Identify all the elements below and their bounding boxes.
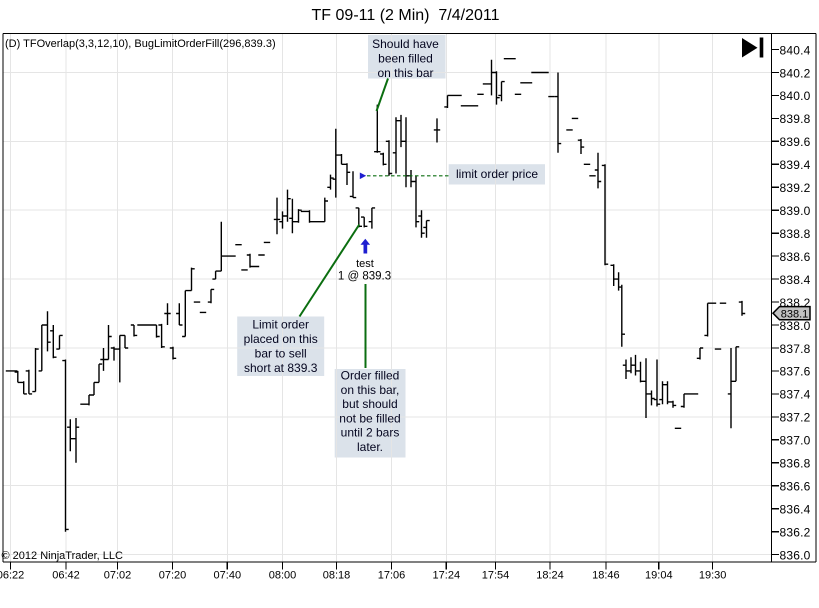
svg-text:837.8: 837.8 — [780, 342, 811, 356]
svg-text:18:24: 18:24 — [536, 570, 564, 582]
svg-text:838.6: 838.6 — [780, 250, 811, 264]
svg-text:837.0: 837.0 — [780, 434, 811, 448]
svg-text:06:22: 06:22 — [0, 570, 24, 582]
svg-text:838.1: 838.1 — [781, 308, 809, 320]
svg-text:(D) TFOverlap(3,3,12,10), BugL: (D) TFOverlap(3,3,12,10), BugLimitOrderF… — [5, 38, 276, 50]
svg-text:836.6: 836.6 — [780, 480, 811, 494]
svg-text:short at 839.3: short at 839.3 — [244, 361, 318, 375]
svg-text:on this bar,: on this bar, — [341, 383, 400, 397]
svg-text:837.6: 837.6 — [780, 365, 811, 379]
svg-text:limit order price: limit order price — [456, 167, 538, 181]
svg-text:06:42: 06:42 — [52, 570, 80, 582]
svg-text:838.8: 838.8 — [780, 227, 811, 241]
svg-text:836.8: 836.8 — [780, 457, 811, 471]
svg-text:Should have: Should have — [372, 37, 439, 51]
svg-text:1 @ 839.3: 1 @ 839.3 — [338, 270, 391, 282]
svg-text:08:18: 08:18 — [323, 570, 351, 582]
svg-text:07:20: 07:20 — [159, 570, 187, 582]
svg-text:18:46: 18:46 — [592, 570, 620, 582]
svg-text:838.0: 838.0 — [780, 319, 811, 333]
svg-text:840.2: 840.2 — [780, 66, 811, 80]
svg-text:837.4: 837.4 — [780, 388, 811, 402]
svg-text:839.6: 839.6 — [780, 135, 811, 149]
svg-text:19:30: 19:30 — [699, 570, 727, 582]
svg-text:07:02: 07:02 — [104, 570, 132, 582]
svg-text:19:04: 19:04 — [645, 570, 673, 582]
svg-text:on this bar: on this bar — [377, 66, 433, 80]
svg-text:838.4: 838.4 — [780, 273, 811, 287]
svg-text:837.2: 837.2 — [780, 411, 811, 425]
svg-text:839.4: 839.4 — [780, 158, 811, 172]
svg-text:17:06: 17:06 — [378, 570, 406, 582]
svg-text:© 2012 NinjaTrader, LLC: © 2012 NinjaTrader, LLC — [2, 550, 123, 562]
svg-text:836.0: 836.0 — [780, 548, 811, 562]
svg-text:839.8: 839.8 — [780, 112, 811, 126]
svg-text:test: test — [356, 258, 374, 270]
svg-text:bar to sell: bar to sell — [255, 347, 307, 361]
svg-text:Order filled: Order filled — [341, 369, 400, 383]
svg-text:840.4: 840.4 — [780, 43, 811, 57]
svg-text:840.0: 840.0 — [780, 89, 811, 103]
svg-text:08:00: 08:00 — [269, 570, 297, 582]
svg-text:later.: later. — [357, 440, 383, 454]
svg-text:836.4: 836.4 — [780, 503, 811, 517]
svg-text:17:24: 17:24 — [433, 570, 461, 582]
svg-text:but should: but should — [342, 397, 397, 411]
svg-text:until 2 bars: until 2 bars — [341, 426, 400, 440]
svg-text:17:54: 17:54 — [482, 570, 510, 582]
svg-text:839.0: 839.0 — [780, 204, 811, 218]
svg-text:07:40: 07:40 — [214, 570, 242, 582]
svg-text:not be filled: not be filled — [339, 411, 400, 425]
svg-text:TF 09-11 (2 Min) 7/4/2011: TF 09-11 (2 Min) 7/4/2011 — [312, 7, 500, 24]
svg-text:836.2: 836.2 — [780, 526, 811, 540]
svg-text:placed on this: placed on this — [244, 332, 318, 346]
svg-text:839.2: 839.2 — [780, 181, 811, 195]
svg-text:been filled: been filled — [378, 52, 433, 66]
svg-text:Limit order: Limit order — [252, 318, 309, 332]
